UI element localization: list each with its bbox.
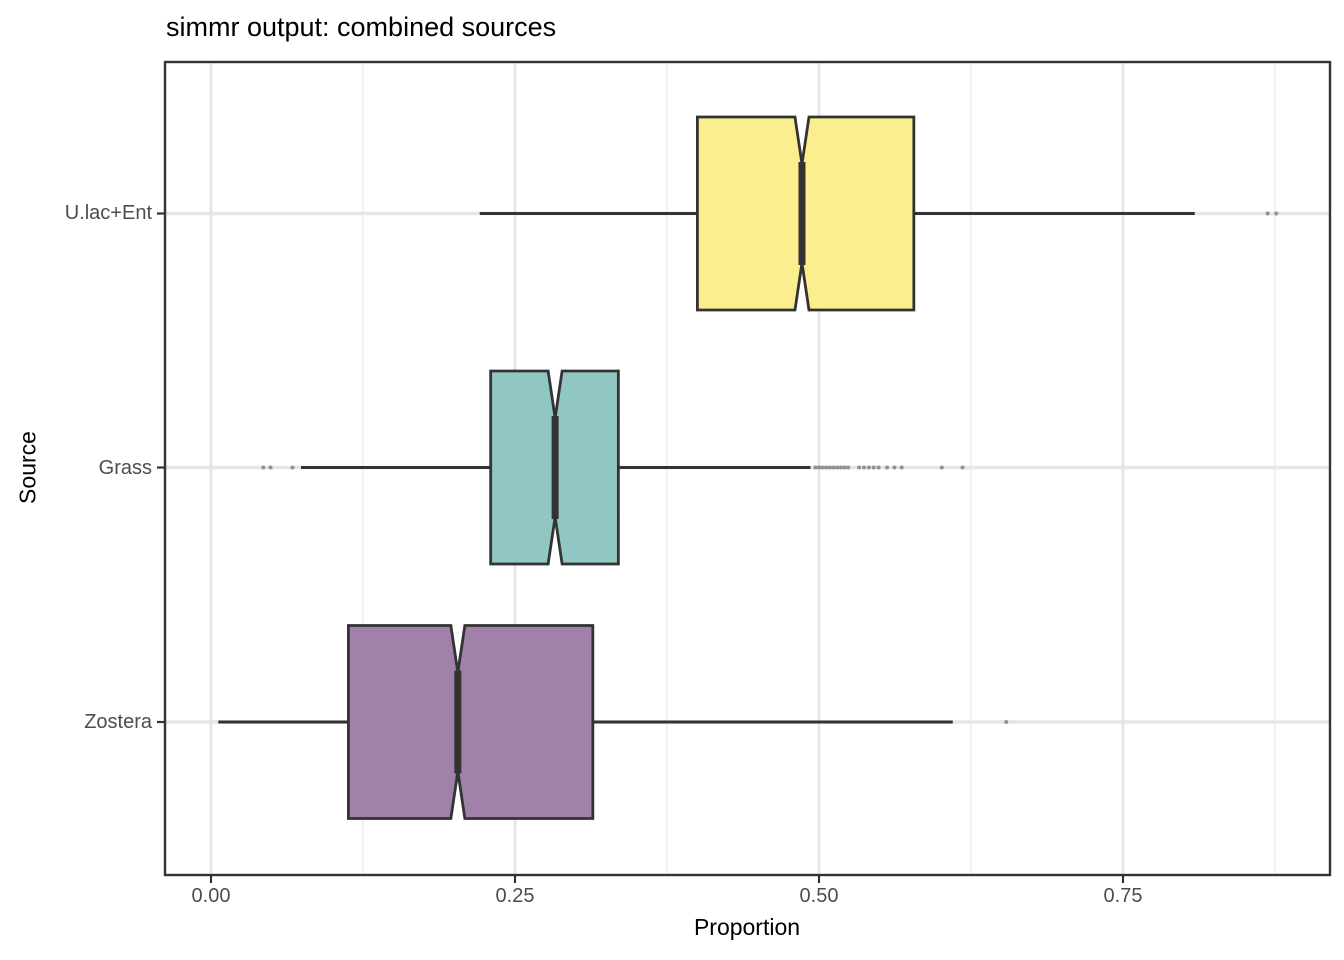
x-tick-label-075: 0.75 [1103,885,1143,907]
y-tick-label-grass: Grass [98,457,152,479]
y-tick-label-ulacent: U.lac+Ent [64,202,152,224]
x-tick-label-050: 0.50 [799,885,839,907]
x-tick-label-025: 0.25 [495,885,535,907]
x-axis-title: Proportion [693,914,801,940]
x-tick-label-0: 0.00 [191,885,231,907]
y-tick-label-zostera: Zostera [84,711,152,733]
plot-title: simmr output: combined sources [166,12,557,42]
